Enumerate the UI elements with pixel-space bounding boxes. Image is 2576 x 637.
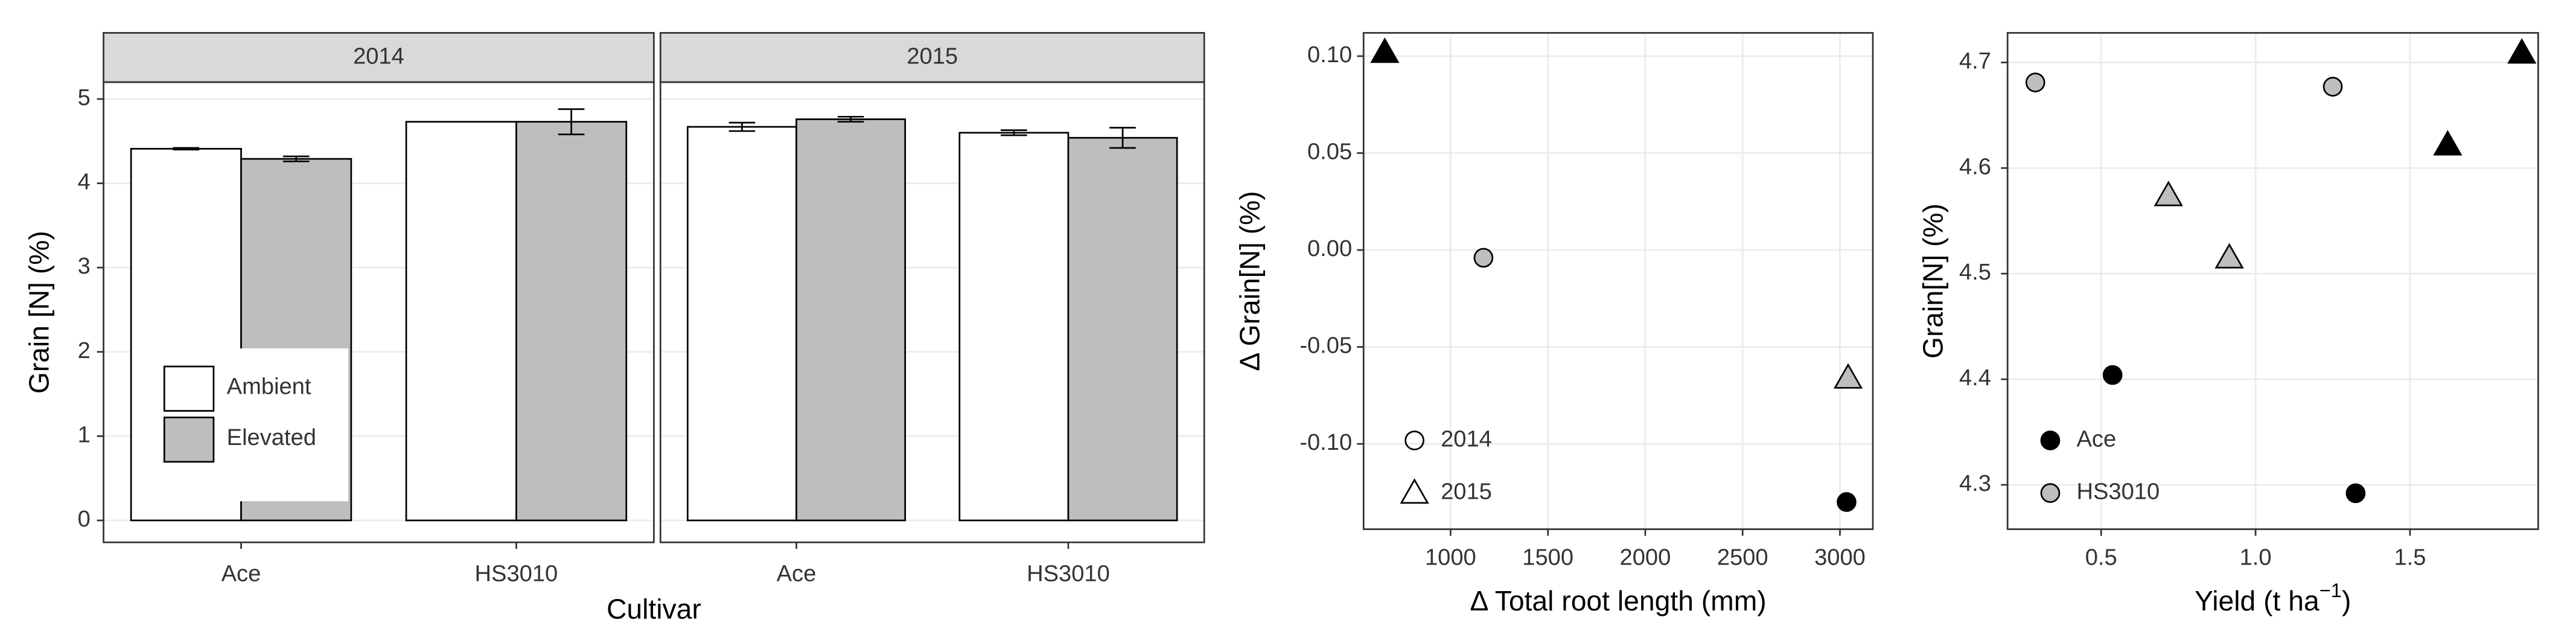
circle-point [2025,72,2045,92]
circle-point [1837,492,1857,512]
x-tick-label: HS3010 [475,562,558,587]
x-tick-label: 2000 [1620,545,1671,571]
x-axis-title-sup: −1 [2319,579,2342,601]
panel [2007,33,2539,530]
panel-border [2006,32,2539,530]
x-tick-label: Ace [222,562,261,587]
legend-key [163,365,215,412]
y-tick-label: 3 [78,254,91,279]
x-tick-label: 1.5 [2394,545,2426,571]
strip-label: 2014 [353,43,404,69]
legend-label: Ambient [227,374,311,399]
circle-point [1404,431,1424,450]
circle-point [2040,431,2061,450]
x-tick-label: 1.0 [2240,545,2272,571]
bar [1067,136,1178,522]
y-tick-label: 0 [78,507,91,532]
triangle-point [2507,38,2537,64]
x-tick-label: HS3010 [1027,562,1110,587]
circle-point [1473,248,1494,268]
x-tick-label: 2500 [1717,545,1768,571]
x-axis-title-text: Yield (t ha [2195,585,2319,616]
y-tick-label: 4.6 [1959,154,1991,179]
y-tick-label: 4.5 [1959,260,1991,285]
legend-key [163,416,215,463]
triangle-point [1370,37,1400,63]
x-tick-label: 3000 [1814,545,1866,571]
y-tick-label: 4.7 [1959,48,1991,74]
y-tick-label: 0.05 [1307,139,1352,165]
bar [958,132,1070,522]
x-axis-title-end: ) [2342,585,2351,616]
x-tick-label: 1500 [1522,545,1573,571]
y-axis-title: Grain[N] (%) [1918,203,1949,359]
y-tick-label: 4.4 [1959,365,1991,391]
error-bar [173,147,200,151]
circle-point [2345,483,2366,504]
y-tick-label: 5 [78,85,91,110]
circle-point [2040,483,2061,503]
y-tick-label: 0.10 [1307,42,1352,68]
error-bar [1001,129,1027,136]
error-bar [1109,127,1136,149]
legend-label: 2014 [1441,427,1492,452]
y-axis-title: Grain [N] (%) [23,231,54,394]
bar [686,126,797,522]
y-tick-label: -0.10 [1299,430,1352,455]
x-axis-title: Yield (t ha−1) [2195,579,2351,617]
x-tick-label: 1000 [1425,545,1476,571]
legend-label: Ace [2077,427,2117,452]
circle-point [2323,77,2343,97]
error-bar [558,108,585,135]
bar [515,121,628,522]
triangle-point [1833,363,1863,389]
legend-label: 2015 [1441,479,1492,505]
y-axis-title: Δ Grain[N] (%) [1234,191,1265,371]
error-bar [837,115,864,123]
bar [795,118,907,522]
legend-label: HS3010 [2077,479,2160,505]
panel-border [103,81,655,543]
triangle-point [2433,130,2463,156]
x-axis-title-text: Δ Total root length (mm) [1470,585,1767,616]
bar [405,121,517,522]
panel-border [1362,32,1874,530]
strip [659,32,1205,83]
legend-label: Elevated [227,425,316,450]
error-bar [282,155,310,162]
y-tick-label: 4 [78,170,91,195]
error-bar [728,121,756,132]
triangle-point [2214,243,2244,269]
triangle-point [2154,181,2183,206]
x-axis-title: Cultivar [607,594,701,625]
y-tick-label: 1 [78,422,91,447]
strip-label: 2015 [907,43,958,69]
panel [1363,33,1873,530]
y-tick-label: 0.00 [1307,236,1352,261]
x-axis-title: Δ Total root length (mm) [1470,585,1767,616]
y-tick-label: -0.05 [1299,333,1352,359]
panel-border [659,81,1205,543]
triangle-point [1400,478,1429,504]
y-tick-label: 2 [78,338,91,363]
x-tick-label: 0.5 [2085,545,2117,571]
circle-point [2102,365,2123,385]
y-tick-label: 4.3 [1959,471,1991,496]
x-tick-label: Ace [777,562,817,587]
